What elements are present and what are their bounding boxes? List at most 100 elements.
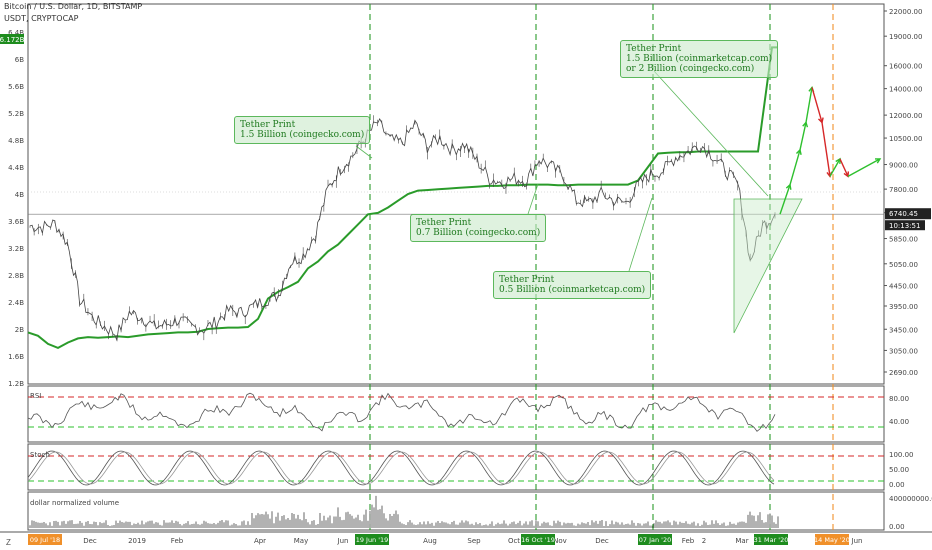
right-axis-tick-label: 5050.00: [889, 261, 918, 269]
right-axis-countdown: 10:13:51: [889, 222, 920, 230]
date-tag-label: 31 Mar '20: [754, 536, 789, 544]
annotation-tether-2: Tether Print 0.7 Billion (coingecko.com): [410, 214, 547, 242]
annotation-line: 1.5 Billion (coinmarketcap.com): [626, 54, 773, 64]
date-tag: [521, 534, 555, 545]
date-tag: [754, 534, 788, 545]
annotation-leader: [653, 70, 769, 197]
annotation-line: 1.5 Billion (coingecko.com): [240, 130, 365, 140]
right-axis-tick-label: 2690.00: [889, 369, 918, 377]
right-axis-tick-label: 10500.00: [889, 135, 922, 143]
left-axis-tick-label: 5.6B: [8, 83, 24, 91]
left-axis-tick-label: 2.4B: [8, 299, 24, 307]
annotation-tether-1: Tether Print 1.5 Billion (coingecko.com): [234, 116, 371, 144]
indicator-axis-tick-label: 80.00: [889, 395, 909, 403]
annotation-line: Tether Print: [240, 120, 296, 130]
date-tag-label: 07 Jan '20: [639, 536, 671, 544]
right-axis-current-price: 6740.45: [889, 210, 918, 218]
time-axis-label: Apr: [254, 537, 266, 545]
time-axis-label: Feb: [682, 537, 695, 545]
support-triangle: [733, 198, 803, 334]
annotation-leader: [527, 183, 539, 215]
time-axis-label: Dec: [595, 537, 609, 545]
right-axis-tick-label: 5850.00: [889, 236, 918, 244]
indicator-axis-tick-label: 400000000.00: [889, 495, 932, 503]
indicator-pane-frame: [27, 385, 885, 443]
right-axis-tick-label: 4450.00: [889, 283, 918, 291]
forecast-arrow: [847, 158, 881, 178]
right-axis-tick-label: 3950.00: [889, 303, 918, 311]
indicator-axis-tick-label: 40.00: [889, 418, 909, 426]
annotation-leader: [628, 197, 653, 272]
left-axis-tick-label: 3.2B: [8, 245, 24, 253]
annotation-tether-3: Tether Print 0.5 Billion (coinmarketcap.…: [493, 271, 652, 299]
stoch-label: Stoch: [30, 451, 50, 459]
btc-price-line: [29, 118, 776, 342]
time-axis-label: Jun: [851, 537, 863, 545]
time-axis-label: Mar: [735, 537, 748, 545]
forecast-arrow-head: [843, 171, 850, 178]
time-axis-label: Dec: [83, 537, 97, 545]
forecast-arrow-head: [817, 117, 824, 124]
forecast-arrow: [779, 184, 791, 215]
right-axis-tick-label: 3450.00: [889, 326, 918, 334]
right-axis-tick-label: 3050.00: [889, 347, 918, 355]
left-axis-tick-label: 1.6B: [8, 353, 24, 361]
right-axis-current-price-badge: [885, 208, 931, 220]
indicator-pane-frame: [27, 491, 885, 531]
left-axis-tick-label: 6.4B: [8, 29, 24, 37]
left-axis-current-value-badge: [0, 34, 24, 44]
forecast-arrow: [811, 87, 823, 123]
left-axis-tick-label: 4.8B: [8, 137, 24, 145]
forecast-arrow-head: [875, 158, 882, 164]
left-axis-tick-label: 3.6B: [8, 218, 24, 226]
left-axis-tick-label: 4.4B: [8, 164, 24, 172]
annotation-line: 0.7 Billion (coingecko.com): [416, 228, 541, 238]
forecast-arrow: [839, 158, 849, 177]
forecast-arrow-head: [785, 183, 792, 190]
time-axis-label: May: [294, 537, 308, 545]
time-axis-label: 2: [702, 537, 706, 545]
indicator-pane-frame: [27, 443, 885, 491]
date-tag: [815, 534, 849, 545]
right-axis-tick-label: 16000.00: [889, 63, 922, 71]
date-tag-label: 14 May '20: [814, 536, 850, 544]
annotation-line: Tether Print: [499, 275, 555, 285]
stoch-d-line: [27, 451, 775, 485]
forecast-arrow: [805, 87, 813, 123]
left-axis-current-value: 6.172B: [0, 36, 25, 44]
time-axis-label: Sep: [467, 537, 481, 545]
date-tag-label: 16 Oct '19: [521, 536, 555, 544]
time-axis-label: Nov: [553, 537, 567, 545]
annotation-line: or 2 Billion (coingecko.com): [626, 64, 755, 74]
annotation-line: 0.5 Billion (coinmarketcap.com): [499, 285, 646, 295]
right-axis-tick-label: 22000.00: [889, 8, 922, 16]
time-axis-label: Oct: [508, 537, 520, 545]
time-axis-label: Aug: [423, 537, 437, 545]
indicator-axis-tick-label: 0.00: [889, 481, 905, 489]
volume-label: dollar normalized volume: [30, 499, 120, 507]
date-tag-label: 09 Jul '18: [30, 536, 60, 544]
forecast-arrow: [789, 149, 801, 185]
annotation-line: Tether Print: [626, 44, 682, 54]
time-axis-label: Feb: [171, 537, 184, 545]
annotation-leader: [355, 145, 373, 159]
forecast-arrow: [799, 122, 807, 151]
right-axis-tick-label: 14000.00: [889, 86, 922, 94]
usdt-marketcap-line: [27, 46, 778, 350]
chart-subtitle: USDT, CRYPTOCAP: [4, 14, 79, 23]
forecast-arrow: [821, 122, 831, 177]
indicator-axis-tick-label: 50.00: [889, 466, 909, 474]
right-axis-tick-label: 9000.00: [889, 162, 918, 170]
right-axis-countdown-badge: [885, 220, 925, 231]
right-axis-tick-label: 12000.00: [889, 112, 922, 120]
left-axis-tick-label: 2B: [15, 326, 24, 334]
indicator-axis-tick-label: 100.00: [889, 451, 914, 459]
left-axis-tick-label: 1.2B: [8, 380, 24, 388]
date-tag-label: 19 Jun '19: [356, 536, 389, 544]
right-axis-tick-label: 7800.00: [889, 186, 918, 194]
indicator-axis-tick-label: 0.00: [889, 523, 905, 531]
bottom-left-label: Z: [6, 538, 11, 547]
date-tag: [28, 534, 62, 545]
time-axis-label: 2019: [128, 537, 146, 545]
